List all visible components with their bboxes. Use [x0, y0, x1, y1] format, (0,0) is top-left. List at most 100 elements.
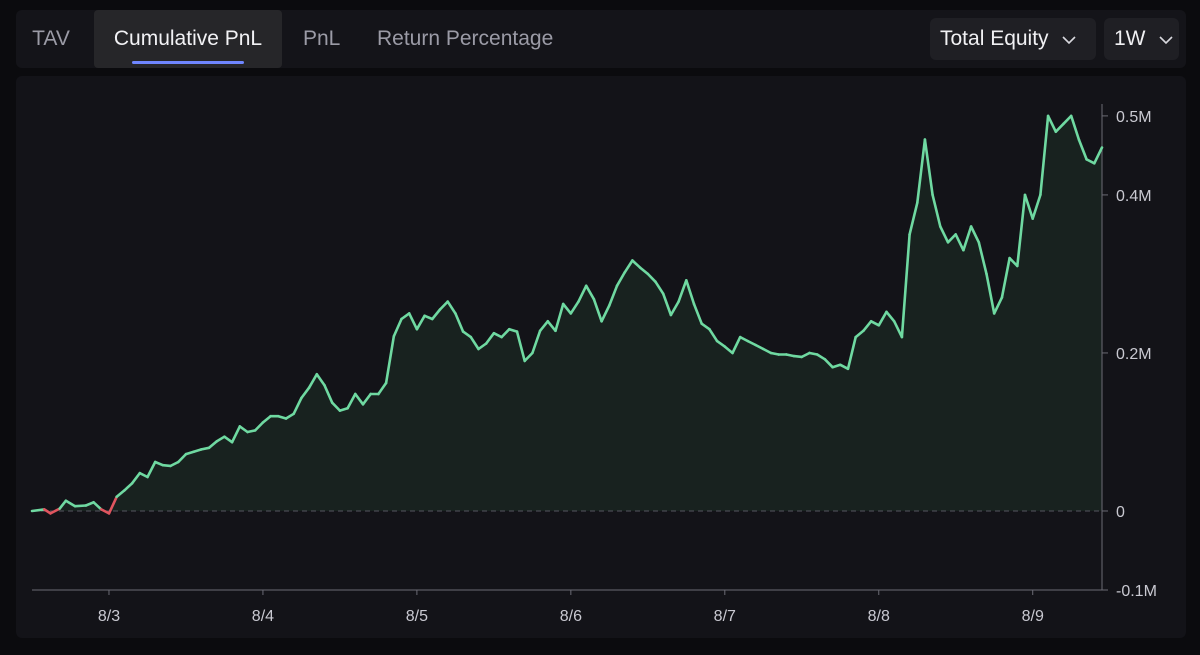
- pnl-line-segment: [300, 386, 311, 400]
- pnl-line-segment: [615, 271, 627, 288]
- y-tick-label: 0.2M: [1116, 346, 1152, 363]
- pnl-line-segment: [1015, 193, 1027, 268]
- pnl-line-segment: [831, 363, 842, 369]
- pnl-line-segment: [885, 310, 896, 323]
- pnl-line-segment: [569, 300, 580, 315]
- pnl-line-segment: [669, 300, 680, 317]
- pnl-line-segment: [492, 331, 503, 339]
- metric-dropdown-value: Total Equity: [940, 27, 1049, 50]
- axis-layer: [32, 104, 1108, 595]
- x-tick-label: 8/9: [1022, 608, 1044, 625]
- pnl-line-segment: [631, 259, 642, 269]
- x-tick-label: 8/6: [560, 608, 582, 625]
- pnl-line-segment: [1085, 158, 1096, 165]
- pnl-line-segment: [500, 327, 511, 339]
- pnl-line-segment: [73, 504, 88, 508]
- pnl-line-segment: [192, 448, 203, 454]
- label-layer: 0.5M 0.4M 0.2M 0 -0.1M 8/3 8/4 8/5 8/6 8/7 8/8 8/9: [98, 109, 1157, 625]
- metric-dropdown[interactable]: Total Equity: [930, 18, 1096, 60]
- pnl-line-segment: [523, 351, 534, 363]
- pnl-line-segment: [1008, 256, 1019, 268]
- pnl-line-segment: [561, 302, 573, 315]
- pnl-line-segment: [1039, 114, 1050, 197]
- tab-pnl[interactable]: PnL: [303, 10, 340, 68]
- pnl-line-segment: [684, 279, 696, 306]
- tab-tav-label: TAV: [32, 27, 70, 50]
- pnl-line-segment: [284, 412, 296, 420]
- pnl-line-segment: [708, 327, 719, 343]
- pnl-line-segment: [692, 302, 704, 325]
- pnl-line-segment: [58, 499, 68, 510]
- pnl-line-segment: [923, 138, 934, 197]
- pnl-line-segment: [931, 193, 942, 228]
- pnl-line-segment: [908, 201, 919, 236]
- tab-return-percentage[interactable]: Return Percentage: [377, 10, 553, 68]
- pnl-line-segment: [1054, 122, 1065, 134]
- pnl-area-fill: [32, 115, 1102, 514]
- pnl-line-segment: [461, 330, 473, 339]
- pnl-line-segment: [1000, 256, 1011, 299]
- pnl-line-segment: [130, 471, 142, 485]
- pnl-line-segment: [323, 383, 334, 405]
- pnl-line-segment: [969, 225, 981, 244]
- pnl-line-segment: [423, 314, 434, 321]
- pnl-line-segment: [607, 284, 619, 307]
- x-tick-label: 8/5: [406, 608, 428, 625]
- pnl-line-segment: [938, 225, 950, 244]
- pnl-line-segment: [146, 460, 157, 479]
- range-dropdown[interactable]: 1W: [1104, 18, 1179, 60]
- top-toolbar: TAV Cumulative PnL PnL Return Percentage…: [16, 10, 1186, 68]
- pnl-line-segment: [169, 460, 180, 468]
- pnl-line-segment: [577, 284, 588, 303]
- pnl-line-segment: [84, 500, 95, 507]
- pnl-line-segment: [507, 327, 519, 333]
- x-tick-label: 8/3: [98, 608, 120, 625]
- chevron-down-icon: [1159, 18, 1173, 60]
- pnl-line-segment: [138, 471, 149, 479]
- pnl-line-segment: [207, 440, 218, 450]
- pnl-line-segment: [800, 351, 811, 359]
- pnl-line-segment: [1031, 193, 1042, 220]
- pnl-line-segment: [746, 339, 757, 347]
- tab-tav[interactable]: TAV: [16, 10, 86, 68]
- pnl-line-segment: [346, 392, 357, 410]
- pnl-line-segment: [915, 138, 927, 205]
- pnl-line-segment: [654, 280, 665, 295]
- pnl-line-segment: [754, 343, 765, 351]
- pnl-line-segment: [815, 353, 827, 361]
- pnl-line-segment: [238, 425, 249, 434]
- pnl-line-segment: [946, 233, 958, 244]
- chart-panel: 0.5M 0.4M 0.2M 0 -0.1M 8/3 8/4 8/5 8/6 8/7 8/8 8/9: [16, 76, 1186, 638]
- pnl-line-segment: [184, 450, 195, 456]
- pnl-line-segment: [700, 322, 711, 331]
- pnl-line-segment: [900, 233, 911, 339]
- chevron-down-icon: [1062, 18, 1076, 60]
- pnl-line-segment: [531, 329, 542, 355]
- pnl-line-segment: [215, 435, 226, 443]
- pnl-line-segment: [1062, 114, 1073, 126]
- pnl-line-segment: [638, 266, 650, 276]
- pnl-line-segment: [292, 396, 303, 416]
- pnl-line-segment: [100, 508, 111, 515]
- pnl-line-segment: [646, 272, 657, 284]
- pnl-line-segment: [661, 292, 673, 317]
- pnl-line-segment: [731, 335, 742, 355]
- pnl-line-segment: [862, 320, 873, 333]
- pnl-line-segment: [454, 312, 465, 333]
- pnl-line-segment: [600, 304, 611, 323]
- pnl-line-segment: [869, 320, 881, 327]
- pnl-line-segment: [246, 429, 257, 434]
- tab-cumulative-pnl[interactable]: Cumulative PnL: [94, 10, 282, 68]
- pnl-line-segment: [276, 414, 288, 420]
- pnl-line-segment: [785, 353, 796, 358]
- pnl-line-segment: [49, 507, 62, 515]
- pnl-line-segment: [985, 272, 996, 315]
- pnl-line-segment: [1077, 138, 1088, 161]
- pnl-line-segment: [1093, 146, 1104, 165]
- pnl-line-segment: [92, 500, 103, 511]
- pnl-line-segment: [64, 499, 77, 508]
- pnl-line-segment: [115, 489, 126, 499]
- pnl-line-segment: [1023, 193, 1035, 220]
- pnl-line-segment: [892, 320, 904, 339]
- pnl-line-segment: [1046, 114, 1058, 134]
